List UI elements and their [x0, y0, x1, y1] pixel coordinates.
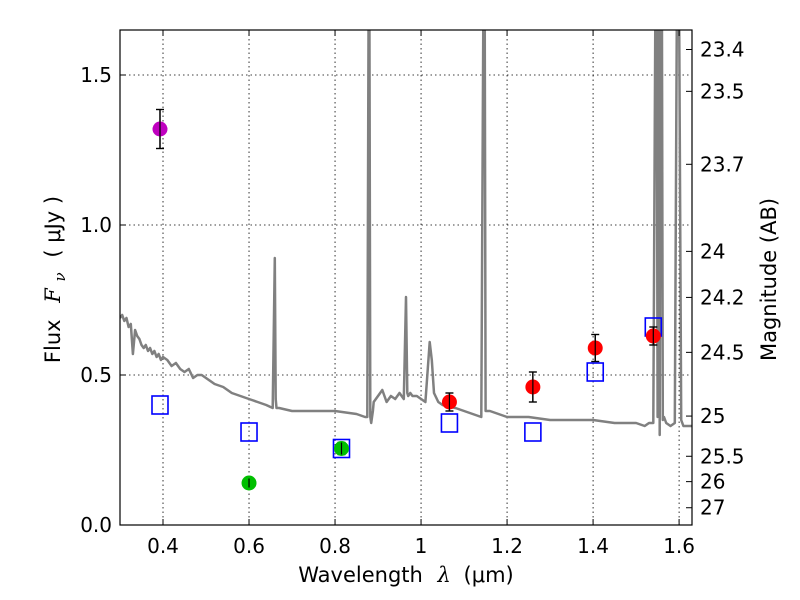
plot-area: [120, 30, 692, 491]
x-tick-label: 0.6: [233, 534, 265, 558]
y-tick-label: 0.5: [80, 363, 112, 387]
model-photometry-point: [151, 395, 169, 415]
model-photometry-point: [524, 422, 542, 442]
y2-tick-label: 24.5: [700, 340, 745, 364]
axis-ticks: 0.4 0.6 0.8 1 1.2 1.4 1.6 0.0 0.5 1.0 1.5 23.4 23.5 2…: [80, 30, 745, 558]
x-axis-label: Wavelength λ (μm): [298, 563, 513, 587]
y-axis-label-unit: ( μJy ): [41, 196, 65, 258]
sed-model-line: [120, 30, 692, 437]
model-photometry-point: [586, 362, 605, 382]
x-tick-label: 1.2: [491, 534, 523, 558]
plot-clipped-group: [120, 30, 692, 437]
y-tick-label: 1.0: [80, 213, 112, 237]
x-tick-label: 1.6: [663, 534, 695, 558]
y2-tick-label: 27: [700, 496, 725, 520]
y2-tick-label: 23.7: [700, 152, 745, 176]
y-axis-label-subscript: ν: [51, 272, 69, 281]
y2-tick-label: 26: [700, 470, 725, 494]
x-axis-label-text: Wavelength: [298, 563, 423, 587]
model-photometry-point: [240, 422, 258, 442]
axis-labels: Wavelength λ (μm) Flux F ν ( μJy ) Magni…: [41, 196, 781, 587]
y2-tick-label: 25.5: [700, 444, 745, 468]
y-axis-label-symbol: F: [41, 287, 65, 304]
y-axis-label-text: Flux: [41, 319, 65, 363]
x-tick-label: 1.4: [577, 534, 609, 558]
x-tick-label: 1: [415, 534, 428, 558]
plot-frame: [119, 29, 693, 526]
y2-axis-label: Magnitude (AB): [757, 198, 781, 361]
y-tick-label: 0.0: [80, 513, 112, 537]
model-photometry-point: [332, 438, 351, 459]
x-axis-label-symbol: λ: [437, 563, 451, 587]
y-tick-label: 1.5: [80, 63, 112, 87]
model-photometry-point: [440, 413, 459, 433]
y2-tick-label: 23.5: [700, 79, 745, 103]
y-axis-label: Flux F ν ( μJy ): [41, 196, 70, 363]
x-axis-label-unit: (μm): [464, 563, 514, 587]
y2-tick-label: 23.4: [700, 38, 745, 62]
x-tick-label: 0.8: [319, 534, 351, 558]
gridlines: [120, 30, 692, 526]
y2-tick-label: 25: [700, 404, 725, 428]
x-tick-label: 0.4: [147, 534, 179, 558]
y2-tick-label: 24.2: [700, 285, 745, 309]
y2-tick-label: 24: [700, 239, 725, 263]
